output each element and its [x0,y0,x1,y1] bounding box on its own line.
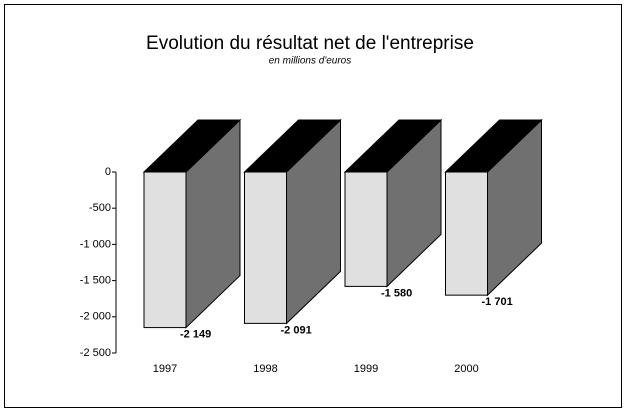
bar [343,118,443,288]
bar-front [244,171,287,324]
value-label: -2 149 [180,328,211,340]
value-label: -1 580 [381,287,412,299]
y-tick-label: 0 [105,166,111,178]
chart-subtitle: en millions d'euros [269,56,352,67]
y-tick-label: -2 500 [80,347,111,359]
y-tick-label: -2 000 [80,311,111,323]
x-tick-label: 1997 [153,363,177,375]
y-tick-label: -1 500 [80,275,111,287]
bar [142,118,242,329]
bar-front [344,171,388,287]
y-tick-label: -500 [89,202,111,214]
bar [243,118,342,325]
x-tick-label: 2000 [454,363,478,375]
x-tick-label: 1998 [253,363,277,375]
value-label: -2 091 [281,324,312,336]
bar [444,118,543,297]
value-label: -1 701 [482,296,513,308]
chart-title: Evolution du résultat net de l'entrepris… [146,33,474,54]
y-tick-label: -1 000 [80,238,111,250]
bar-front [445,171,488,296]
bar-front [143,171,187,329]
x-tick-label: 1999 [354,363,378,375]
